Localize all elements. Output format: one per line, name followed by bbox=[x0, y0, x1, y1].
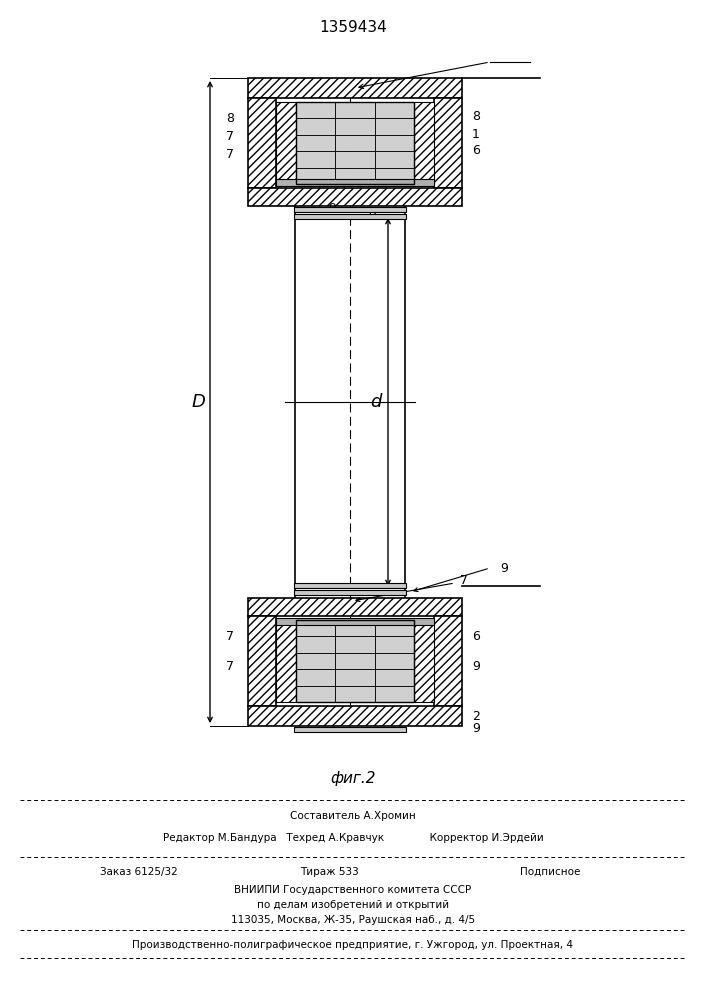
Text: 6: 6 bbox=[472, 630, 480, 643]
Bar bbox=[375, 686, 414, 702]
Text: фиг.2: фиг.2 bbox=[330, 770, 375, 786]
Bar bbox=[296, 653, 335, 669]
Bar bbox=[294, 583, 406, 588]
Text: 9: 9 bbox=[472, 722, 480, 736]
Bar bbox=[296, 135, 335, 151]
Text: 2: 2 bbox=[472, 710, 480, 722]
Text: 113035, Москва, Ж-35, Раушская наб., д. 4/5: 113035, Москва, Ж-35, Раушская наб., д. … bbox=[231, 915, 475, 925]
Bar bbox=[375, 636, 414, 653]
Text: по делам изобретений и открытий: по делам изобретений и открытий bbox=[257, 900, 449, 910]
Bar bbox=[296, 102, 414, 184]
Bar bbox=[296, 168, 335, 184]
Bar bbox=[335, 151, 375, 168]
Bar bbox=[296, 636, 335, 653]
Bar bbox=[375, 653, 414, 669]
Bar bbox=[296, 151, 335, 168]
Bar bbox=[294, 727, 406, 732]
Bar bbox=[335, 118, 375, 135]
Text: 8: 8 bbox=[472, 109, 480, 122]
Bar bbox=[296, 620, 414, 702]
Bar bbox=[248, 98, 276, 188]
Bar bbox=[375, 102, 414, 118]
Bar bbox=[294, 214, 406, 219]
Bar bbox=[296, 620, 335, 636]
Bar bbox=[335, 653, 375, 669]
Text: Составитель А.Хромин: Составитель А.Хромин bbox=[290, 811, 416, 821]
Bar bbox=[414, 102, 434, 184]
Text: Производственно-полиграфическое предприятие, г. Ужгород, ул. Проектная, 4: Производственно-полиграфическое предприя… bbox=[132, 940, 573, 950]
Bar bbox=[335, 636, 375, 653]
Bar bbox=[248, 598, 462, 616]
Text: Подписное: Подписное bbox=[520, 867, 580, 877]
Text: 7: 7 bbox=[460, 574, 468, 586]
Bar bbox=[294, 590, 406, 595]
Text: d: d bbox=[370, 393, 382, 411]
Text: ВНИИПИ Государственного комитета СССР: ВНИИПИ Государственного комитета СССР bbox=[235, 885, 472, 895]
Text: 1: 1 bbox=[472, 127, 480, 140]
Bar bbox=[294, 207, 406, 212]
Bar bbox=[296, 118, 335, 135]
Text: 6: 6 bbox=[472, 143, 480, 156]
Bar bbox=[276, 102, 296, 184]
Bar bbox=[296, 669, 335, 686]
Text: 7: 7 bbox=[226, 630, 234, 643]
Text: Редактор М.Бандура   Техред А.Кравчук              Корректор И.Эрдейи: Редактор М.Бандура Техред А.Кравчук Корр… bbox=[163, 833, 544, 843]
Bar bbox=[414, 620, 434, 702]
Bar bbox=[335, 686, 375, 702]
Bar bbox=[296, 686, 335, 702]
Bar bbox=[335, 168, 375, 184]
Text: 7: 7 bbox=[226, 129, 234, 142]
Text: Заказ 6125/32: Заказ 6125/32 bbox=[100, 867, 177, 877]
Bar bbox=[248, 78, 462, 98]
Bar bbox=[434, 98, 462, 188]
Bar bbox=[434, 616, 462, 706]
Bar bbox=[375, 168, 414, 184]
Bar bbox=[375, 135, 414, 151]
Text: 7: 7 bbox=[226, 660, 234, 672]
Text: Тираж 533: Тираж 533 bbox=[300, 867, 358, 877]
Bar bbox=[335, 135, 375, 151]
Text: 8: 8 bbox=[226, 111, 234, 124]
Bar bbox=[296, 102, 335, 118]
Text: 1359434: 1359434 bbox=[319, 20, 387, 35]
Bar bbox=[276, 179, 434, 186]
Bar bbox=[335, 620, 375, 636]
Bar bbox=[375, 620, 414, 636]
Bar bbox=[375, 669, 414, 686]
Text: 9: 9 bbox=[368, 210, 376, 223]
Bar bbox=[276, 618, 434, 625]
Text: D: D bbox=[191, 393, 205, 411]
Bar bbox=[375, 118, 414, 135]
Bar bbox=[276, 620, 296, 702]
Text: 9: 9 bbox=[500, 562, 508, 574]
Bar bbox=[248, 616, 276, 706]
Text: 9: 9 bbox=[328, 202, 336, 216]
Bar bbox=[248, 188, 462, 206]
Bar bbox=[375, 151, 414, 168]
Text: 7: 7 bbox=[226, 147, 234, 160]
Bar bbox=[248, 706, 462, 726]
Bar bbox=[335, 669, 375, 686]
Text: 9: 9 bbox=[472, 660, 480, 672]
Bar bbox=[335, 102, 375, 118]
